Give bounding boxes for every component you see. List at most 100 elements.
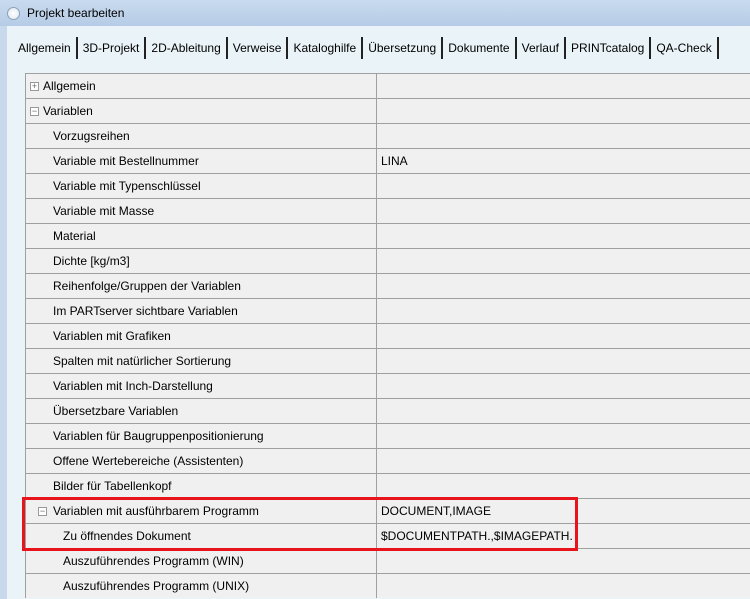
property-name-cell: Übersetzbare Variablen xyxy=(26,399,377,423)
property-label: Auszuführendes Programm (UNIX) xyxy=(63,579,250,593)
table-row[interactable]: Variable mit Typenschlüssel xyxy=(26,173,750,198)
property-name-cell: Variablen mit Grafiken xyxy=(26,324,377,348)
property-label: Material xyxy=(53,229,96,243)
table-row[interactable]: + Allgemein xyxy=(26,73,750,98)
tab-printcatalog[interactable]: PRINTcatalog xyxy=(566,37,652,59)
property-value-cell[interactable] xyxy=(377,174,750,198)
property-label: Im PARTserver sichtbare Variablen xyxy=(53,304,238,318)
property-label: Variable mit Bestellnummer xyxy=(53,154,199,168)
property-value-cell[interactable] xyxy=(377,249,750,273)
table-row[interactable]: Übersetzbare Variablen xyxy=(26,398,750,423)
tab-dokumente[interactable]: Dokumente xyxy=(443,37,517,59)
property-value-cell[interactable]: DOCUMENT,IMAGE xyxy=(381,504,492,518)
window-title: Projekt bearbeiten xyxy=(27,6,125,20)
table-row[interactable]: Reihenfolge/Gruppen der Variablen xyxy=(26,273,750,298)
property-value-cell[interactable]: $DOCUMENTPATH.,$IMAGEPATH. xyxy=(381,529,573,543)
property-label: Vorzugsreihen xyxy=(53,129,130,143)
property-value-cell[interactable]: LINA xyxy=(381,154,408,168)
property-value-cell[interactable] xyxy=(377,274,750,298)
tab-bar: Allgemein 3D-Projekt 2D-Ableitung Verweise K… xyxy=(13,36,747,60)
table-row[interactable]: Material xyxy=(26,223,750,248)
property-name-cell: − Variablen xyxy=(26,99,377,123)
property-name-cell: Variable mit Bestellnummer xyxy=(26,149,377,173)
property-value-cell[interactable] xyxy=(377,574,750,598)
property-label: Bilder für Tabellenkopf xyxy=(53,479,172,493)
table-row[interactable]: Dichte [kg/m3] xyxy=(26,248,750,273)
table-row[interactable]: Im PARTserver sichtbare Variablen xyxy=(26,298,750,323)
property-label: Variable mit Typenschlüssel xyxy=(53,179,201,193)
collapse-icon[interactable]: − xyxy=(30,106,39,116)
property-value-cell[interactable] xyxy=(377,74,750,98)
app-icon xyxy=(7,7,20,20)
property-value-cell[interactable] xyxy=(377,549,750,573)
property-name-cell: Auszuführendes Programm (WIN) xyxy=(26,549,377,573)
property-label: Variablen mit Inch-Darstellung xyxy=(53,379,213,393)
table-row[interactable]: − Variablen xyxy=(26,98,750,123)
tab-2d-ableitung[interactable]: 2D-Ableitung xyxy=(146,37,228,59)
property-value-cell[interactable] xyxy=(377,474,750,498)
table-row[interactable]: Auszuführendes Programm (WIN) xyxy=(26,548,750,573)
property-value-cell[interactable] xyxy=(377,299,750,323)
property-name-cell: Spalten mit natürlicher Sortierung xyxy=(26,349,377,373)
property-table: + Allgemein − Variablen Vorzugsreihen Variabl… xyxy=(25,73,750,598)
table-row[interactable]: Auszuführendes Programm (UNIX) xyxy=(26,573,750,598)
property-label: Spalten mit natürlicher Sortierung xyxy=(53,354,232,368)
table-row[interactable]: Vorzugsreihen xyxy=(26,123,750,148)
table-row[interactable]: Bilder für Tabellenkopf xyxy=(26,473,750,498)
property-name-cell: Dichte [kg/m3] xyxy=(26,249,377,273)
property-value-cell[interactable] xyxy=(377,224,750,248)
table-row[interactable]: Offene Wertebereiche (Assistenten) xyxy=(26,448,750,473)
property-value-cell[interactable] xyxy=(377,99,750,123)
table-row[interactable]: Variable mit Bestellnummer LINA xyxy=(26,148,750,173)
property-name-cell: Im PARTserver sichtbare Variablen xyxy=(26,299,377,323)
expand-icon[interactable]: + xyxy=(30,81,39,91)
property-name-cell: Auszuführendes Programm (UNIX) xyxy=(26,574,377,598)
table-row[interactable]: − Variablen mit ausführbarem Programm DOCU… xyxy=(26,498,750,523)
table-row[interactable]: Variablen für Baugruppenpositionierung xyxy=(26,423,750,448)
tab-qa-check[interactable]: QA-Check xyxy=(651,37,719,59)
property-value-cell[interactable] xyxy=(377,399,750,423)
property-name-cell: + Allgemein xyxy=(26,74,377,98)
tab-kataloghilfe[interactable]: Kataloghilfe xyxy=(288,37,364,59)
property-label: Variablen für Baugruppenpositionierung xyxy=(53,429,264,443)
table-row[interactable]: Variablen mit Grafiken xyxy=(26,323,750,348)
tab-3d-projekt[interactable]: 3D-Projekt xyxy=(78,37,147,59)
property-label: Variablen mit ausführbarem Programm xyxy=(53,504,259,518)
title-bar: Projekt bearbeiten xyxy=(0,0,750,26)
property-name-cell: Material xyxy=(26,224,377,248)
property-value-cell[interactable] xyxy=(377,424,750,448)
table-row[interactable]: Variable mit Masse xyxy=(26,198,750,223)
property-name-cell: Variablen mit Inch-Darstellung xyxy=(26,374,377,398)
property-label: Variable mit Masse xyxy=(53,204,155,218)
property-name-cell: Offene Wertebereiche (Assistenten) xyxy=(26,449,377,473)
property-label: Dichte [kg/m3] xyxy=(53,254,130,268)
property-name-cell: − Variablen mit ausführbarem Programm xyxy=(26,499,377,523)
tab-verlauf[interactable]: Verlauf xyxy=(517,37,566,59)
property-name-cell: Bilder für Tabellenkopf xyxy=(26,474,377,498)
property-name-cell: Variable mit Typenschlüssel xyxy=(26,174,377,198)
property-value-cell[interactable] xyxy=(377,324,750,348)
tab-verweise[interactable]: Verweise xyxy=(228,37,289,59)
collapse-icon[interactable]: − xyxy=(38,506,47,516)
property-label: Übersetzbare Variablen xyxy=(53,404,179,418)
property-name-cell: Variable mit Masse xyxy=(26,199,377,223)
property-value-cell[interactable] xyxy=(377,374,750,398)
table-row[interactable]: Variablen mit Inch-Darstellung xyxy=(26,373,750,398)
property-name-cell: Zu öffnendes Dokument xyxy=(26,524,377,548)
tab-allgemein[interactable]: Allgemein xyxy=(13,37,78,59)
property-label: Variablen xyxy=(43,104,93,118)
property-label: Zu öffnendes Dokument xyxy=(63,529,191,543)
tab--bersetzung[interactable]: Übersetzung xyxy=(363,37,444,59)
property-name-cell: Reihenfolge/Gruppen der Variablen xyxy=(26,274,377,298)
property-value-cell[interactable] xyxy=(377,349,750,373)
property-label: Variablen mit Grafiken xyxy=(53,329,171,343)
table-row[interactable]: Spalten mit natürlicher Sortierung xyxy=(26,348,750,373)
property-label: Reihenfolge/Gruppen der Variablen xyxy=(53,279,241,293)
property-label: Allgemein xyxy=(43,79,96,93)
property-value-cell[interactable] xyxy=(377,199,750,223)
property-name-cell: Variablen für Baugruppenpositionierung xyxy=(26,424,377,448)
table-row[interactable]: Zu öffnendes Dokument $DOCUMENTPATH.,$IMA… xyxy=(26,523,750,548)
property-value-cell[interactable] xyxy=(377,124,750,148)
property-label: Auszuführendes Programm (WIN) xyxy=(63,554,244,568)
property-value-cell[interactable] xyxy=(377,449,750,473)
